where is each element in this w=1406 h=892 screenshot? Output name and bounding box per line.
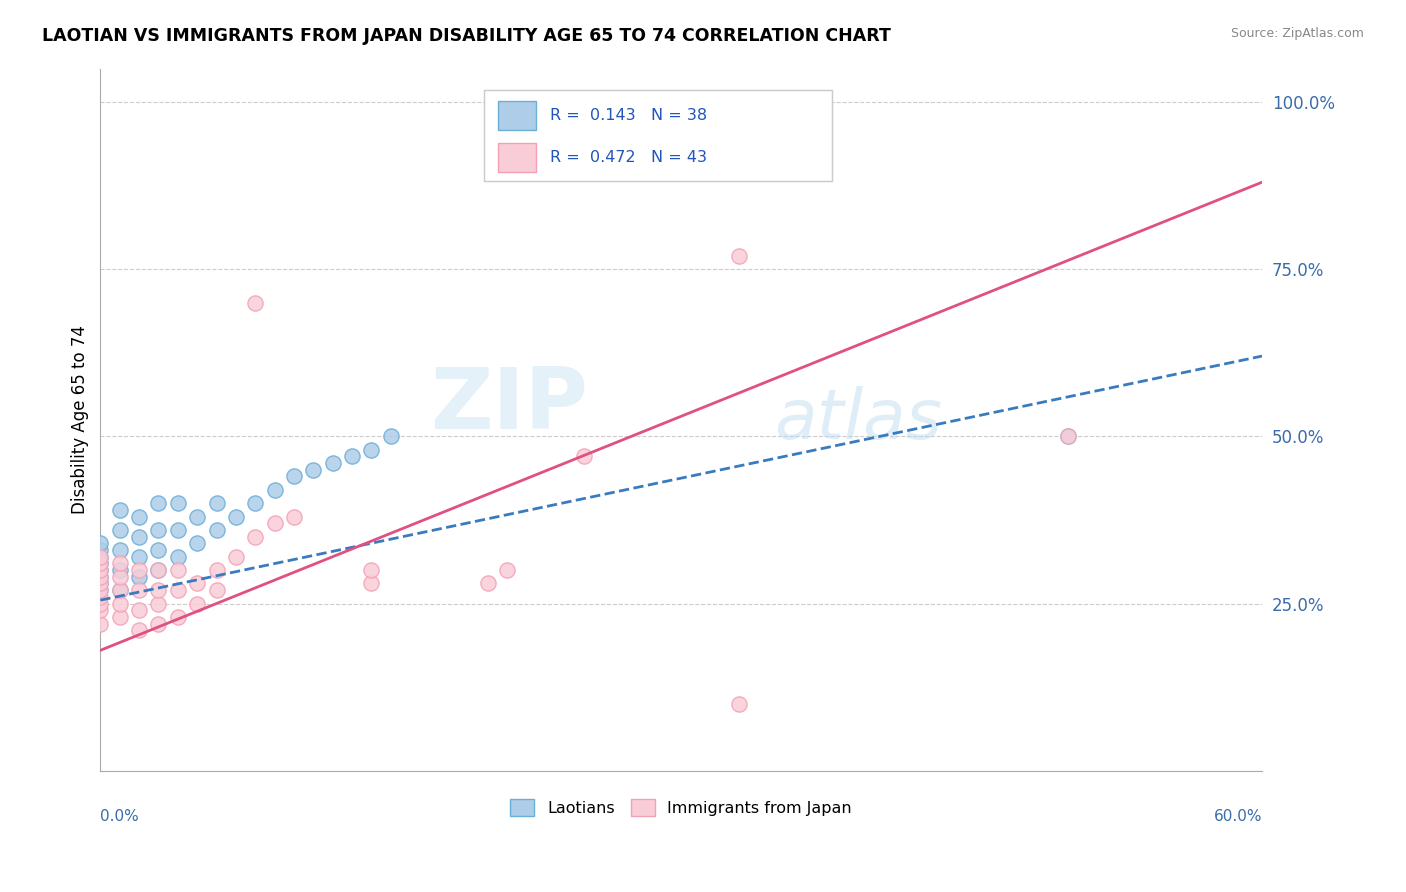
Text: atlas: atlas	[775, 386, 942, 453]
Point	[89, 570, 111, 584]
Point	[302, 463, 325, 477]
Point	[360, 576, 382, 591]
Point	[128, 509, 150, 524]
Point	[108, 557, 131, 571]
Point	[245, 530, 267, 544]
Point	[186, 597, 208, 611]
Point	[186, 509, 208, 524]
Point	[148, 523, 170, 537]
Text: LAOTIAN VS IMMIGRANTS FROM JAPAN DISABILITY AGE 65 TO 74 CORRELATION CHART: LAOTIAN VS IMMIGRANTS FROM JAPAN DISABIL…	[42, 27, 891, 45]
Text: ZIP: ZIP	[430, 364, 588, 447]
Point	[108, 563, 131, 577]
Point	[89, 549, 111, 564]
Point	[283, 469, 305, 483]
Point	[148, 616, 170, 631]
Point	[1057, 429, 1080, 443]
Point	[166, 610, 188, 624]
Point	[477, 576, 499, 591]
Point	[89, 557, 111, 571]
Point	[166, 523, 188, 537]
Point	[728, 697, 751, 711]
Point	[89, 603, 111, 617]
Point	[89, 576, 111, 591]
Point	[148, 597, 170, 611]
Point	[148, 543, 170, 558]
Point	[108, 570, 131, 584]
Point	[108, 610, 131, 624]
Point	[148, 563, 170, 577]
Point	[128, 570, 150, 584]
Point	[380, 429, 402, 443]
Point	[360, 442, 382, 457]
Point	[89, 536, 111, 550]
Point	[322, 456, 344, 470]
Point	[89, 563, 111, 577]
Point	[728, 249, 751, 263]
Point	[166, 549, 188, 564]
Point	[340, 450, 363, 464]
Point	[245, 295, 267, 310]
Point	[89, 543, 111, 558]
Point	[89, 563, 111, 577]
Point	[225, 509, 247, 524]
Point	[283, 509, 305, 524]
Point	[205, 563, 228, 577]
Point	[108, 583, 131, 598]
Text: 0.0%: 0.0%	[100, 809, 139, 824]
Point	[89, 570, 111, 584]
Point	[1057, 429, 1080, 443]
Point	[225, 549, 247, 564]
Point	[148, 496, 170, 510]
Point	[108, 583, 131, 598]
Point	[128, 583, 150, 598]
Point	[128, 563, 150, 577]
Point	[186, 536, 208, 550]
Point	[128, 624, 150, 638]
Point	[166, 583, 188, 598]
Point	[245, 496, 267, 510]
Point	[108, 523, 131, 537]
Point	[128, 549, 150, 564]
Point	[574, 450, 596, 464]
Point	[205, 583, 228, 598]
Point	[89, 590, 111, 604]
Point	[148, 583, 170, 598]
Point	[108, 597, 131, 611]
Point	[205, 496, 228, 510]
Point	[496, 563, 519, 577]
Point	[108, 503, 131, 517]
Point	[89, 557, 111, 571]
Text: Source: ZipAtlas.com: Source: ZipAtlas.com	[1230, 27, 1364, 40]
Point	[166, 496, 188, 510]
Legend: Laotians, Immigrants from Japan: Laotians, Immigrants from Japan	[503, 793, 859, 822]
Point	[89, 597, 111, 611]
Point	[89, 616, 111, 631]
Point	[205, 523, 228, 537]
Point	[360, 563, 382, 577]
Point	[108, 543, 131, 558]
Point	[186, 576, 208, 591]
Point	[166, 563, 188, 577]
Text: 60.0%: 60.0%	[1213, 809, 1263, 824]
Point	[128, 603, 150, 617]
Point	[89, 549, 111, 564]
Point	[89, 583, 111, 598]
Point	[148, 563, 170, 577]
Point	[89, 576, 111, 591]
Point	[89, 583, 111, 598]
Y-axis label: Disability Age 65 to 74: Disability Age 65 to 74	[72, 326, 89, 514]
Point	[263, 516, 285, 531]
Point	[128, 530, 150, 544]
Point	[263, 483, 285, 497]
